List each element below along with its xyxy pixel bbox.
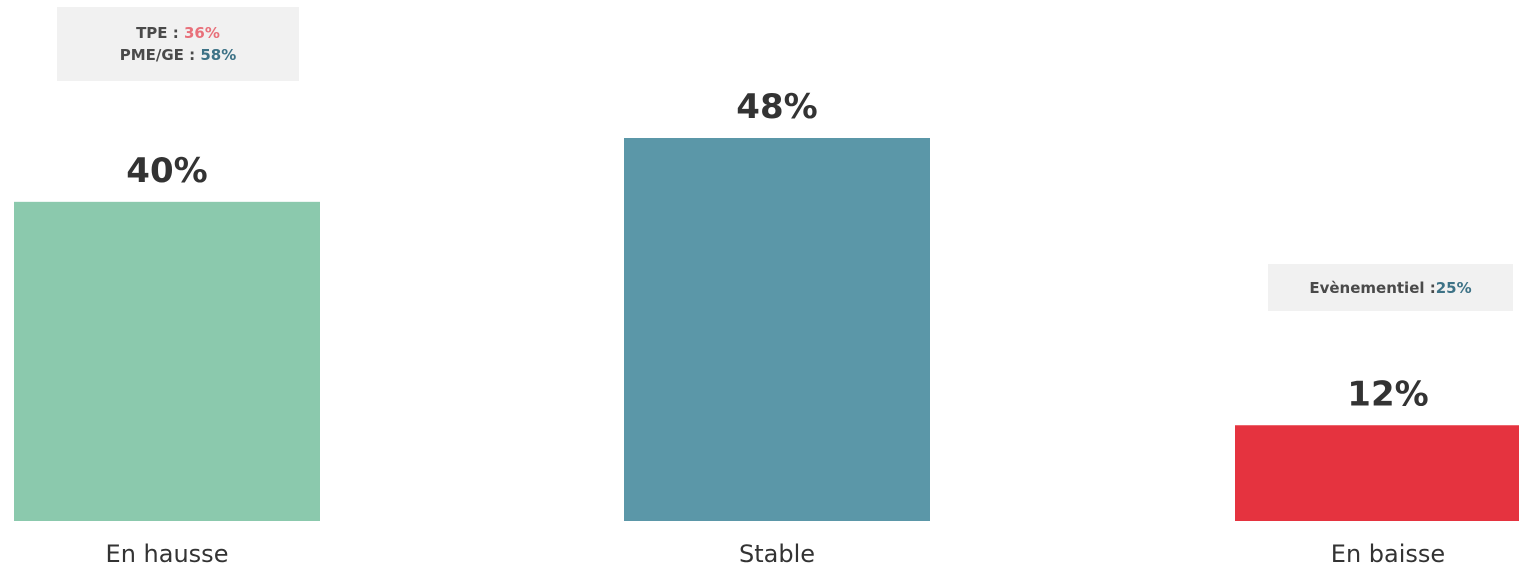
category-label: Stable	[739, 540, 815, 566]
pme-label: PME/GE :	[119, 46, 201, 64]
bar-value-label: 48%	[736, 87, 817, 127]
bar-stable	[624, 138, 930, 521]
bar-value-label: 12%	[1347, 374, 1428, 414]
category-label: En baisse	[1331, 540, 1445, 566]
tpe-label: TPE :	[136, 24, 184, 42]
evenementiel-value: 25%	[1435, 278, 1472, 297]
evenementiel-label: Evènementiel :	[1309, 278, 1436, 297]
baisse-breakdown-note: Evènementiel : 25%	[1268, 264, 1513, 311]
bar-value-label: 40%	[126, 151, 207, 191]
bar-en-hausse	[14, 201, 320, 522]
category-label: En hausse	[106, 540, 229, 566]
pme-value: 58%	[200, 46, 237, 64]
hausse-breakdown-note: TPE : 36% PME/GE : 58%	[57, 7, 299, 81]
bar-en-baisse	[1235, 425, 1519, 521]
pme-line: PME/GE : 58%	[57, 44, 299, 66]
tpe-line: TPE : 36%	[57, 22, 299, 44]
tpe-value: 36%	[184, 24, 220, 42]
